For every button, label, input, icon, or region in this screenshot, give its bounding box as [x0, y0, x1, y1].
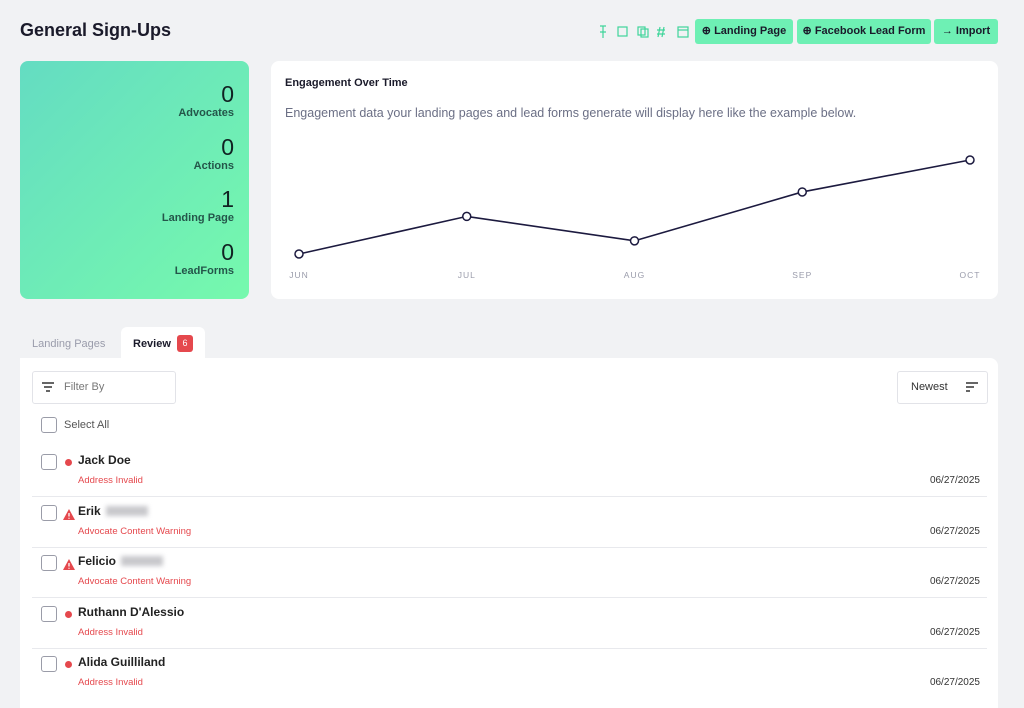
stat-value: 0 — [221, 238, 234, 265]
row-date: 06/27/2025 — [929, 475, 980, 486]
row-divider — [32, 546, 987, 548]
tab[interactable]: Landing Pages — [32, 338, 106, 350]
x-tick-label: SEP — [792, 270, 812, 280]
row-name[interactable]: Jack Doe — [78, 453, 131, 467]
row-name[interactable]: Erik — [78, 503, 101, 518]
row-name[interactable]: Felicio — [78, 554, 117, 568]
status-dot — [65, 459, 72, 466]
tab-label: Review — [133, 338, 171, 350]
status-dot — [65, 610, 72, 618]
row-divider — [32, 597, 987, 598]
x-tick-label: JUL — [458, 270, 476, 280]
landing-page-button[interactable]: ⊕ Landing Page — [695, 19, 793, 44]
stat-label: Actions — [193, 159, 234, 172]
point — [294, 249, 304, 259]
row-checkbox[interactable] — [41, 656, 57, 672]
page-title: General Sign-Ups — [20, 20, 172, 40]
warning-icon — [63, 507, 75, 525]
row-checkbox[interactable] — [41, 555, 57, 571]
warning-icon — [63, 557, 75, 575]
stat-label: Advocates — [178, 107, 234, 119]
chart-title: Engagement Over Time — [285, 77, 408, 89]
import-button[interactable]: → Import — [934, 19, 998, 44]
row-date: 06/27/2025 — [929, 576, 980, 587]
lead-form-button[interactable]: ⊕ Facebook Lead Form — [797, 19, 931, 44]
stat-value: 1 — [221, 186, 234, 212]
tab-active[interactable]: Review 6 — [121, 327, 205, 361]
row-date: 06/27/2025 — [929, 626, 980, 638]
stat-value: 0 — [221, 81, 234, 107]
point — [462, 211, 472, 222]
row-status: Address Invalid — [78, 626, 143, 638]
select-all-checkbox[interactable] — [41, 417, 57, 433]
tab-badge: 6 — [177, 335, 193, 352]
stats-card: 0 Advocates 0 Actions 1 Landing Page 0 LeadForm… — [20, 61, 249, 299]
row-checkbox[interactable] — [41, 605, 57, 622]
row-status: Address Invalid — [78, 677, 143, 688]
row-divider — [32, 647, 987, 649]
point — [797, 187, 807, 197]
status-dot — [65, 661, 72, 668]
filter-placeholder: Filter By — [64, 381, 105, 393]
line-chart: JUN JUL AUG SEP OCT — [289, 155, 981, 280]
review-panel: Filter By Newest Select All Jack Doe Addr… — [20, 358, 998, 708]
filter-input[interactable]: Filter By — [32, 371, 176, 404]
row-status: Advocate Content Warning — [78, 576, 192, 587]
stat-label: Landing Page — [161, 212, 234, 224]
row-status: Address Invalid — [78, 475, 143, 486]
x-tick-label: AUG — [624, 270, 645, 280]
row-date: 06/27/2025 — [929, 525, 980, 537]
row-name[interactable]: Alida Guilliland — [78, 655, 166, 669]
row-checkbox[interactable] — [41, 454, 57, 470]
select-all-label: Select All — [64, 419, 110, 431]
point — [629, 236, 640, 246]
row-name[interactable]: Ruthann D'Alessio — [78, 604, 185, 619]
point — [965, 155, 975, 165]
button-label: Landing Page — [714, 25, 787, 37]
x-tick-label: JUN — [289, 270, 309, 280]
sort-select[interactable]: Newest — [897, 371, 988, 404]
x-tick-label: OCT — [960, 270, 981, 280]
row-status: Advocate Content Warning — [78, 525, 192, 537]
row-date: 06/27/2025 — [929, 677, 980, 688]
button-label: Facebook Lead Form — [814, 25, 926, 37]
page: General Sign-Ups ⊕ Landing Page ⊕ Facebo… — [20, 19, 998, 708]
toolbar-icons — [600, 25, 689, 38]
redacted-name — [106, 505, 148, 516]
redacted-name — [121, 556, 163, 566]
row-divider — [32, 496, 987, 497]
chart-card: Engagement Over Time Engagement data you… — [271, 61, 998, 299]
row-checkbox[interactable] — [41, 504, 57, 521]
button-label: Import — [955, 25, 991, 37]
stat-label: LeadForms — [174, 264, 234, 277]
chart-description: Engagement data your landing pages and l… — [285, 106, 857, 120]
stat-value: 0 — [221, 133, 234, 160]
sort-label: Newest — [911, 381, 948, 393]
